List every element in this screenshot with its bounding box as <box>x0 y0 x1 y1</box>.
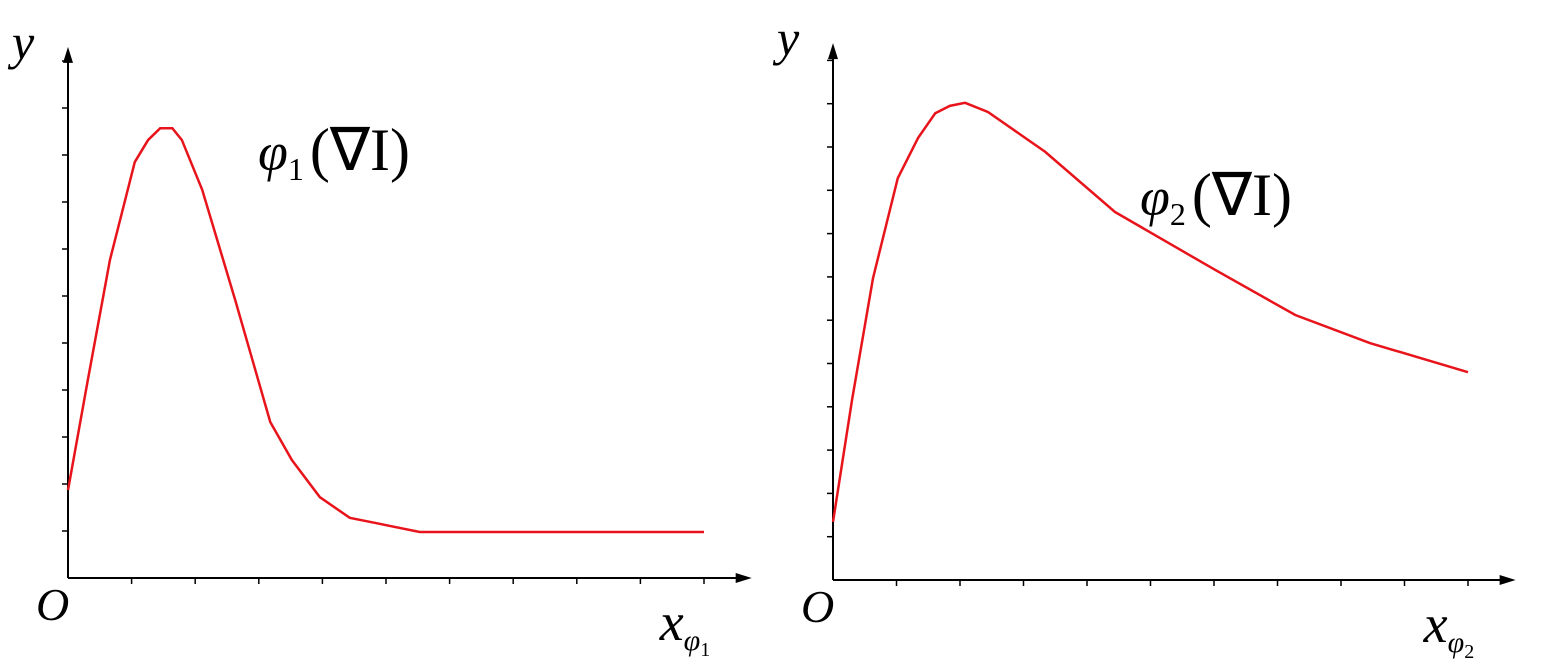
annotation-sub: 1 <box>288 151 304 187</box>
x-arrow <box>735 573 752 583</box>
x-label-sub: φ <box>684 624 701 657</box>
x-axis-label: xφ1 <box>659 592 711 661</box>
curve-annotation: φ1 (∇I) <box>258 117 410 187</box>
annotation-rest: (∇I) <box>310 117 410 183</box>
curve <box>66 126 704 534</box>
annotation-main: φ <box>258 122 288 182</box>
y-axis-label: y <box>7 14 35 70</box>
curve <box>831 101 1469 523</box>
y-axis-label: y <box>772 10 800 66</box>
x-label-subsub: 1 <box>700 639 710 661</box>
annotation-sub: 2 <box>1170 196 1186 232</box>
origin-label: O <box>36 579 69 630</box>
x-label-sub: φ <box>1448 626 1465 659</box>
x-label-main: x <box>1423 594 1448 654</box>
x-label-subsub: 2 <box>1464 641 1474 663</box>
y-arrow <box>63 46 73 63</box>
x-label-main: x <box>659 592 684 652</box>
y-arrow <box>828 43 838 60</box>
curve-annotation: φ2 (∇I) <box>1140 162 1292 232</box>
x-axis-label: xφ2 <box>1423 594 1475 663</box>
annotation-rest: (∇I) <box>1192 162 1292 228</box>
origin-label: O <box>801 581 834 632</box>
annotation-main: φ <box>1140 167 1170 227</box>
x-arrow <box>1499 575 1516 585</box>
